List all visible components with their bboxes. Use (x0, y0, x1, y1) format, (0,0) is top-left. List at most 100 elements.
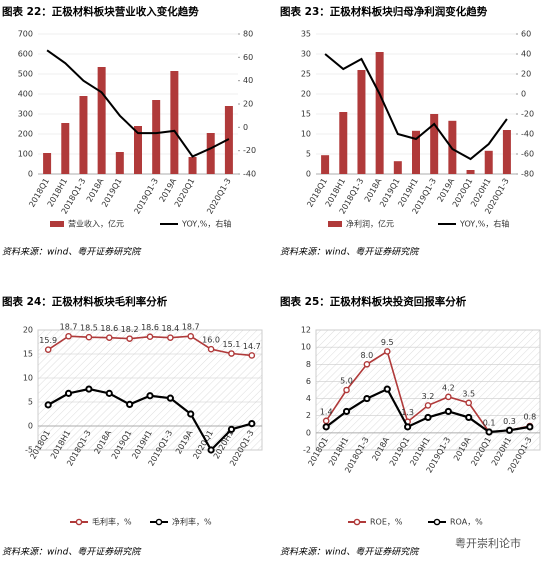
marker (166, 394, 174, 402)
marker (207, 446, 215, 454)
legend-label: ROA，% (450, 518, 483, 527)
marker (505, 426, 514, 434)
bar (484, 150, 493, 174)
y-tick-label: 10 (301, 343, 311, 352)
legend-label: ROE，% (370, 518, 403, 527)
y2-tick-label: 20 (521, 70, 531, 79)
y-tick-label: 0 (306, 170, 311, 179)
marker (445, 393, 452, 401)
data-label: 16.0 (202, 336, 220, 345)
y2-tick-label: -40 (243, 170, 256, 179)
marker (363, 394, 371, 403)
marker (424, 402, 432, 409)
marker (465, 413, 473, 422)
bar (321, 155, 330, 174)
y2-tick-label: -80 (521, 170, 534, 179)
plot-background (37, 329, 263, 451)
data-label: 0.1 (483, 419, 496, 428)
marker (187, 410, 195, 418)
y-tick-label: 5 (306, 150, 311, 159)
bar (188, 157, 197, 174)
line (324, 53, 508, 161)
legend-marker (353, 518, 361, 526)
y-tick-label: 25 (301, 70, 311, 79)
data-label: 8.0 (361, 351, 374, 360)
y-tick-label: 0 (28, 170, 33, 179)
chart-title: 图表 23：正极材料板块归母净利润变化趋势 (280, 5, 488, 18)
chart-title: 图表 24：正极材料板块毛利率分析 (2, 295, 168, 308)
bar (79, 96, 88, 174)
bar (61, 123, 70, 174)
y-tick-label: 6 (306, 377, 311, 386)
data-label: 0.8 (523, 413, 536, 422)
y2-tick-label: 80 (243, 30, 253, 39)
marker (248, 420, 256, 428)
legend-swatch (328, 221, 342, 227)
bar (357, 70, 366, 174)
y-tick-label: 300 (18, 110, 33, 119)
bar (502, 130, 511, 174)
bar (393, 161, 402, 174)
y-tick-label: 100 (18, 150, 33, 159)
data-label: 14.7 (243, 342, 261, 351)
bar (339, 112, 348, 174)
bar (430, 114, 439, 174)
marker (404, 423, 412, 431)
marker (85, 333, 93, 341)
data-label: 9.5 (381, 338, 394, 347)
y-tick-label: 30 (301, 50, 311, 59)
bar (152, 100, 161, 174)
marker (322, 423, 330, 431)
data-label: 3.2 (422, 392, 435, 401)
watermark: 粤开崇利论市 (455, 536, 521, 550)
y-tick-label: 20 (301, 90, 311, 99)
marker (105, 334, 113, 341)
chart-title: 图表 22：正极材料板块营业收入变化趋势 (2, 5, 199, 18)
bar (170, 71, 179, 174)
marker (322, 417, 330, 425)
marker (126, 335, 133, 342)
y2-tick-label: -40 (521, 130, 534, 139)
data-label: 18.6 (141, 323, 159, 332)
source: 资料来源：wind、粤开证券研究院 (280, 247, 420, 258)
data-label: 18.4 (161, 324, 179, 333)
marker (167, 334, 174, 341)
data-label: 18.7 (60, 323, 78, 332)
marker (363, 360, 371, 368)
y2-tick-label: 60 (521, 30, 531, 39)
marker (64, 389, 73, 397)
y-tick-label: 0 (306, 428, 311, 437)
marker (207, 345, 215, 353)
data-label: 1.4 (320, 407, 333, 416)
y-tick-label: 20 (23, 326, 33, 335)
y-tick-label: 35 (301, 30, 311, 39)
marker (465, 399, 473, 407)
marker (126, 400, 134, 408)
legend-marker (433, 518, 441, 526)
y-tick-label: 10 (23, 374, 33, 383)
source: 资料来源：wind、粤开证券研究院 (2, 547, 142, 558)
y2-tick-label: 40 (521, 50, 531, 59)
marker (342, 407, 351, 416)
y-tick-label: 12 (301, 326, 311, 335)
y-tick-label: 500 (18, 70, 33, 79)
y-tick-label: 2 (306, 411, 311, 420)
legend-swatch (50, 221, 64, 227)
y-tick-label: 4 (306, 394, 311, 403)
legend-label: 净利润，亿元 (346, 219, 394, 229)
legend-marker (155, 518, 163, 526)
marker (343, 386, 350, 394)
marker (424, 413, 432, 422)
data-label: 18.2 (121, 325, 139, 334)
marker (187, 332, 195, 340)
y2-tick-label: -20 (521, 110, 534, 119)
x-tick-label: 2020Q1-3 (205, 177, 233, 216)
data-label: 15.9 (39, 336, 57, 345)
bar (375, 52, 384, 174)
y2-tick-label: 20 (243, 100, 253, 109)
marker (85, 385, 93, 393)
y-tick-label: 15 (23, 350, 33, 359)
y-tick-label: 8 (306, 360, 311, 369)
marker (105, 389, 113, 397)
y2-tick-label: -20 (243, 146, 256, 155)
